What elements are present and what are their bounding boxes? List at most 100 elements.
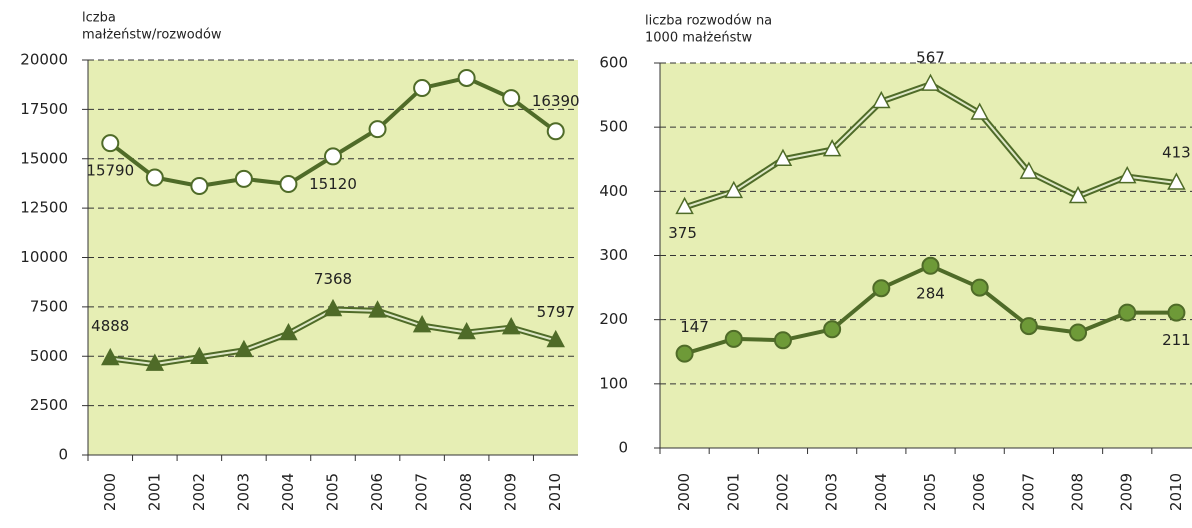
marker xyxy=(101,134,120,153)
y-tick-label: 17500 xyxy=(20,100,68,118)
x-tick-label: 2000 xyxy=(675,473,693,511)
marker xyxy=(546,329,565,348)
marker xyxy=(822,139,842,157)
marker xyxy=(773,148,793,166)
y-axis-label: lczba xyxy=(82,11,116,26)
data-label: 147 xyxy=(680,318,709,336)
x-tick-label: 2002 xyxy=(773,473,791,511)
marker xyxy=(724,329,743,348)
marker xyxy=(970,102,989,120)
x-tick-label: 2009 xyxy=(502,473,520,511)
marker xyxy=(279,175,298,194)
y-tick-label: 10000 xyxy=(20,248,68,266)
marker xyxy=(279,322,298,341)
marker xyxy=(773,331,792,350)
marker xyxy=(457,68,476,87)
marker xyxy=(546,122,565,141)
marker xyxy=(145,168,164,187)
marker xyxy=(190,346,209,364)
y-tick-label: 12500 xyxy=(20,199,68,217)
marker xyxy=(412,315,432,333)
marker xyxy=(413,79,432,98)
marker xyxy=(502,89,521,108)
y-tick-label: 500 xyxy=(599,118,628,136)
y-tick-label: 7500 xyxy=(30,297,68,315)
x-tick-label: 2006 xyxy=(970,473,988,511)
marker xyxy=(501,317,521,335)
x-tick-label: 2005 xyxy=(921,473,939,511)
data-label: 567 xyxy=(916,49,945,67)
x-tick-label: 2010 xyxy=(1167,473,1185,511)
y-tick-label: 200 xyxy=(599,310,628,328)
marker xyxy=(1069,323,1088,342)
y-tick-label: 100 xyxy=(599,374,628,392)
x-tick-label: 2007 xyxy=(1019,473,1037,511)
marker xyxy=(675,196,694,215)
data-label: 15120 xyxy=(309,175,357,193)
marker xyxy=(921,256,940,275)
marker xyxy=(324,147,342,166)
marker xyxy=(457,321,476,340)
marker xyxy=(872,279,891,298)
y-tick-label: 0 xyxy=(58,446,68,464)
marker xyxy=(1167,172,1186,190)
marker xyxy=(675,344,694,363)
data-label: 16390 xyxy=(532,92,580,110)
x-tick-label: 2004 xyxy=(872,473,890,511)
marker xyxy=(190,177,209,196)
marker xyxy=(234,339,254,358)
marker xyxy=(872,90,891,109)
x-tick-label: 2002 xyxy=(190,473,208,511)
y-tick-label: 20000 xyxy=(20,51,68,69)
x-tick-label: 2005 xyxy=(324,473,342,511)
marker xyxy=(1117,165,1137,184)
x-tick-label: 2008 xyxy=(1069,473,1087,511)
marker xyxy=(970,278,989,297)
data-label: 4888 xyxy=(91,317,129,335)
marker xyxy=(1068,185,1088,204)
x-tick-label: 2003 xyxy=(823,473,841,511)
x-tick-label: 2001 xyxy=(724,473,742,511)
marker xyxy=(368,300,387,318)
marker xyxy=(234,169,253,188)
x-tick-label: 2006 xyxy=(368,473,386,511)
y-tick-label: 0 xyxy=(618,439,628,457)
x-tick-label: 2008 xyxy=(457,473,475,511)
y-tick-label: 600 xyxy=(599,54,628,72)
x-tick-label: 2010 xyxy=(546,473,564,511)
marker xyxy=(368,120,387,139)
data-label: 211 xyxy=(1162,331,1191,349)
marker xyxy=(724,180,744,199)
y-tick-label: 15000 xyxy=(20,149,68,167)
marker xyxy=(921,73,940,91)
x-tick-label: 2009 xyxy=(1118,473,1136,511)
x-tick-label: 2000 xyxy=(101,473,119,511)
y-tick-label: 300 xyxy=(599,246,628,264)
y-tick-label: 2500 xyxy=(30,396,68,414)
marker xyxy=(1167,303,1186,322)
y-tick-label: 400 xyxy=(599,182,628,200)
data-label: 284 xyxy=(916,284,945,302)
data-label: 7368 xyxy=(314,270,352,288)
y-axis-label: 1000 małżeństw xyxy=(645,31,752,46)
data-label: 5797 xyxy=(537,303,575,321)
marker xyxy=(1019,317,1038,336)
marker xyxy=(823,320,842,339)
marker xyxy=(1118,303,1137,322)
x-tick-label: 2004 xyxy=(279,473,297,511)
x-tick-label: 2001 xyxy=(145,473,163,511)
marker xyxy=(1019,161,1039,179)
data-label: 375 xyxy=(668,224,697,242)
x-tick-label: 2007 xyxy=(413,473,431,511)
y-axis-label: liczba rozwodów na xyxy=(645,14,772,29)
x-tick-label: 2003 xyxy=(234,473,252,511)
data-label: 15790 xyxy=(86,162,134,180)
marker xyxy=(323,298,343,317)
data-label: 413 xyxy=(1162,143,1191,161)
marker xyxy=(101,347,120,366)
y-axis-label: małżeństw/rozwodów xyxy=(82,28,222,43)
marker xyxy=(145,353,165,371)
y-tick-label: 5000 xyxy=(30,347,68,365)
